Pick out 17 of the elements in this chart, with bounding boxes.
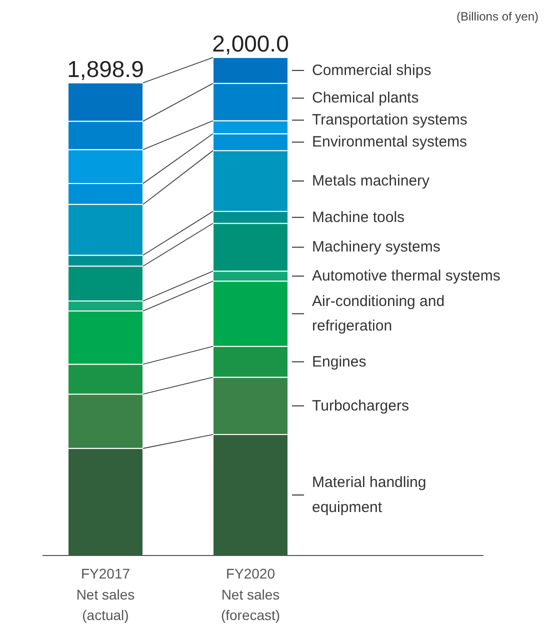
series-label: Transportation systems	[312, 112, 468, 129]
series-label: Metals machinery	[312, 172, 430, 190]
annotation: 1,898.9	[67, 56, 144, 82]
series-label: Commercial ships	[312, 62, 432, 79]
series-label: Chemical plants	[312, 90, 419, 107]
series-label: Automotive thermal systems	[312, 268, 500, 285]
series-label: Machinery systems	[312, 238, 440, 256]
series-label: Machine tools	[312, 208, 405, 226]
series-label: Environmental systems	[312, 134, 468, 151]
annotation: 2,000.0	[212, 30, 289, 56]
series-label: Air-conditioning and refrigeration	[312, 292, 445, 335]
x-tick-label: FY2020 Net sales (forecast)	[220, 566, 280, 624]
series-label: Material handling equipment	[312, 474, 426, 516]
text: (Billions of yen)	[456, 10, 539, 24]
x-tick-label: FY2017 Net sales (actual)	[76, 566, 135, 624]
series-label: Turbochargers	[312, 397, 409, 414]
series-label: Engines	[312, 353, 366, 370]
